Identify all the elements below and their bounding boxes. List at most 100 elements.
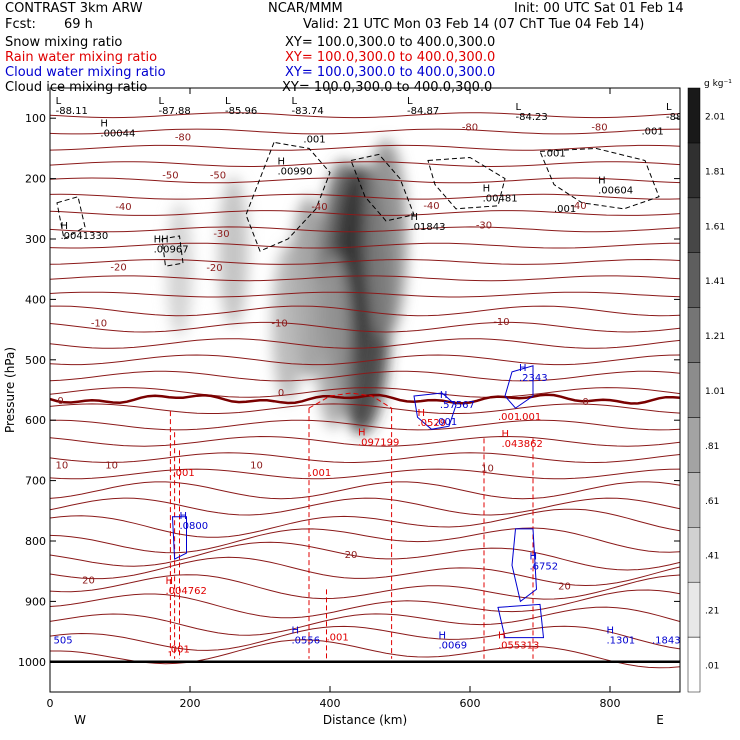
ice-extremum-value: .00990: [278, 166, 313, 177]
ice-extremum-value: .001: [554, 204, 576, 215]
isotherm-20: [50, 435, 680, 447]
cloud-field-xy: XY= 100.0,300.0 to 400.0,300.0: [285, 65, 496, 80]
colorbar-segment: [687, 307, 701, 363]
colorbar-label: 1.61: [705, 222, 725, 232]
isotherm-24: [50, 497, 680, 516]
snow-blob-1: [166, 202, 193, 337]
ice-extremum-value: .00044: [100, 128, 135, 139]
y-tick-label: 100: [25, 112, 46, 125]
colorbar-segment: [687, 472, 701, 528]
cloud-extremum-type: H: [439, 631, 447, 642]
temp-label: -10: [271, 319, 287, 330]
temp-label: 10: [481, 464, 494, 475]
temp-label: -50: [162, 171, 178, 182]
y-tick-label: 200: [25, 173, 46, 186]
isotherm-2: [50, 144, 680, 151]
y-tick-label: 800: [25, 535, 46, 548]
cloud-extremum-type: H: [180, 511, 188, 522]
isotherm-16: [50, 370, 680, 382]
temp-label: -50: [210, 171, 226, 182]
ice-contour-2: [427, 156, 506, 210]
y-tick-label: 600: [25, 414, 46, 427]
rain-extremum-type: H: [418, 408, 426, 419]
rain-extremum-type: H: [166, 576, 174, 587]
isotherm-26: [50, 527, 680, 554]
isotherm-3: [50, 161, 680, 168]
isotherm-19: [50, 419, 680, 431]
cloud-extremum-value: .2343: [519, 373, 548, 384]
isotherm-5: [50, 193, 680, 200]
temp-label: 20: [82, 575, 95, 586]
colorbar-segment: [687, 527, 701, 583]
ice-extremum-value: -88.11: [56, 106, 88, 117]
ice-contour-0: [245, 141, 331, 252]
temp-label: 0: [582, 397, 588, 408]
colorbar-segment: [687, 87, 701, 144]
colorbar-segment: [687, 636, 701, 693]
colorbar-segment: [687, 142, 701, 199]
isotherm-29: [50, 574, 680, 600]
cloud-contour-2: [171, 516, 187, 560]
ice-extremum-type: L: [516, 102, 522, 113]
isotherm-28: [50, 556, 680, 587]
temp-label: -20: [110, 262, 126, 273]
cloud-extremum-value: .6752: [530, 561, 559, 572]
isotherm-22: [50, 468, 680, 480]
plot-frame: [49, 87, 681, 693]
ice-extremum-value: .00967: [154, 244, 189, 255]
ice-contour-4: [56, 196, 86, 240]
temp-label: -40: [311, 202, 327, 213]
y-tick-label: 1000: [18, 656, 46, 669]
colorbar-label: 1.01: [705, 387, 725, 397]
colorbar-label: .21: [705, 607, 719, 617]
isotherm-31: [50, 606, 680, 636]
ice-extremum-value: -83.74: [292, 106, 324, 117]
temp-label: -40: [570, 201, 586, 212]
ice-contour-3: [539, 147, 660, 210]
snow-field-label: Snow mixing ratio: [5, 35, 123, 50]
isotherm-32: [50, 625, 680, 651]
snow-shading: [166, 140, 407, 435]
isotherm-1: [50, 128, 680, 135]
rain-field-xy: XY= 100.0,300.0 to 400.0,300.0: [285, 50, 496, 65]
x-tick-label: 200: [180, 697, 201, 710]
temp-label: -30: [476, 221, 492, 232]
y-tick-label: 400: [25, 293, 46, 306]
rain-extremum-type: H: [358, 428, 366, 439]
rain-extremum-value: .001: [309, 468, 331, 479]
rain-field-label: Rain water mixing ratio: [5, 50, 158, 65]
rain-extremum-value: .001: [327, 633, 349, 644]
plot-area: -50 -50 -40 -40 -30 -30 -20 -20 -10 -10 -10 0 0 0 10 10…: [50, 96, 682, 669]
x-tick-label: 400: [320, 697, 341, 710]
colorbar-segment: [687, 417, 701, 473]
cloud-extremum-value: .0069: [439, 641, 468, 652]
temp-label: 20: [345, 550, 358, 561]
snow-blob-0: [218, 176, 249, 327]
forecast-hour: 69 h: [64, 17, 93, 32]
rain-extremum-value: .001: [168, 645, 190, 656]
x-tick-label: 800: [600, 697, 621, 710]
isotherm-0: [50, 112, 680, 119]
rain-extremum-value: .055313: [498, 641, 539, 652]
ice-extremum-value: .0041330: [61, 231, 109, 242]
cloud-extremum-type: H: [607, 626, 615, 637]
colorbar-segment: [687, 581, 701, 638]
isotherm-30: [50, 589, 680, 619]
ice-extremum-type: L: [225, 96, 231, 107]
y-tick-label: 500: [25, 354, 46, 367]
ice-extremum-value: -85.96: [225, 106, 257, 117]
ice-extremum-value: -84.87: [407, 106, 439, 117]
model-title: CONTRAST 3km ARW: [5, 1, 143, 16]
snow-field-xy: XY= 100.0,300.0 to 400.0,300.0: [285, 35, 496, 50]
ice-extremum-value: -88: [666, 112, 682, 123]
isotherm-33: [50, 639, 680, 669]
init-time: Init: 00 UTC Sat 01 Feb 14: [514, 1, 684, 16]
rain-extremum-type: H: [498, 631, 506, 642]
ice-extremum-type: H: [411, 212, 419, 223]
cloud-extremum-value: 505: [54, 636, 73, 647]
cloud-extremum-value: .0800: [180, 521, 209, 532]
x-end-left: W: [74, 713, 86, 727]
isotherm-7: [50, 226, 680, 233]
